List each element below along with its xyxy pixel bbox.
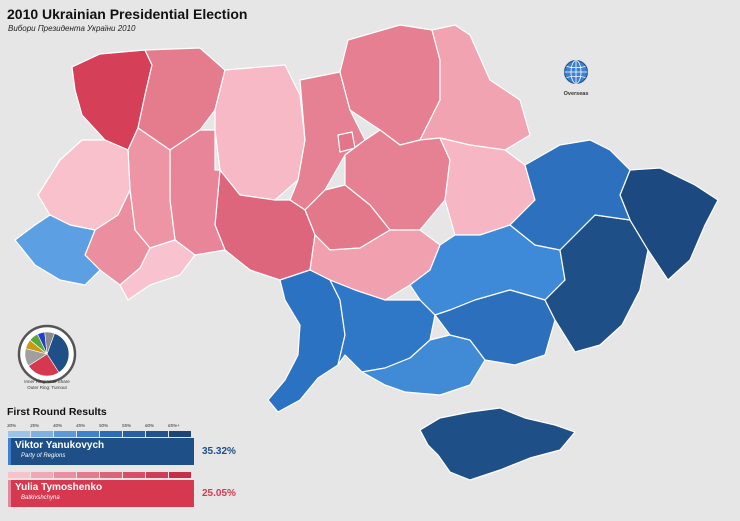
pie-chart xyxy=(17,324,77,384)
candidate-party: Party of Regions xyxy=(21,453,66,459)
overseas-label: Overseas xyxy=(563,91,589,97)
pie-slice xyxy=(44,331,55,355)
region-kharkiv-east[interactable] xyxy=(509,139,631,251)
region-zakarpattia[interactable] xyxy=(14,214,101,286)
scale-tick: 60% xyxy=(145,423,155,428)
band-swatch xyxy=(169,472,191,478)
band-swatch xyxy=(100,431,122,437)
vote-share-pie xyxy=(17,324,77,384)
band-swatch xyxy=(146,472,168,478)
candidate-percent: 25.05% xyxy=(202,488,236,499)
globe-icon xyxy=(564,60,588,84)
band-swatch xyxy=(123,472,145,478)
region-crimea[interactable] xyxy=(419,407,576,481)
band-swatch xyxy=(31,431,53,437)
region-zaporizhzhia[interactable] xyxy=(434,289,556,366)
band-swatch xyxy=(146,431,168,437)
band-swatch xyxy=(100,472,122,478)
band-swatch xyxy=(8,431,30,437)
candidate-card-yanukovych[interactable]: Viktor Yanukovych Party of Regions xyxy=(8,438,194,465)
region-chernivtsi[interactable] xyxy=(119,239,196,301)
pie-slice xyxy=(46,332,70,373)
region-odesa[interactable] xyxy=(267,269,346,413)
band-swatch xyxy=(8,472,30,478)
pie-caption-inner: Inner Ring: Vote Share xyxy=(24,379,70,384)
scale-tick: 35% xyxy=(30,423,40,428)
band-swatch xyxy=(77,472,99,478)
scale-tick: 45% xyxy=(76,423,86,428)
scale-tick: 30% xyxy=(7,423,17,428)
band-swatch xyxy=(31,472,53,478)
scale-tick: 65%+ xyxy=(168,423,180,428)
candidate-party: Batkivshchyna xyxy=(21,495,60,501)
page-subtitle: Вибори Президента України 2010 xyxy=(8,24,136,33)
results-title: First Round Results xyxy=(7,406,107,418)
candidate-percent: 35.32% xyxy=(202,446,236,457)
candidate-name: Viktor Yanukovych xyxy=(15,440,105,451)
scale-tick: 55% xyxy=(122,423,132,428)
pie-caption-outer: Outer Ring: Turnout xyxy=(27,384,67,390)
page-title: 2010 Ukrainian Presidential Election xyxy=(7,6,248,22)
pie-slice xyxy=(28,353,60,377)
band-swatch xyxy=(54,472,76,478)
band-swatch xyxy=(77,431,99,437)
tymoshenko-color-band xyxy=(8,472,191,478)
percent-scale: 30% 35% 40% 45% 50% 55% 60% 65%+ xyxy=(7,423,191,428)
yanukovych-color-band xyxy=(8,431,191,437)
scale-tick: 50% xyxy=(99,423,109,428)
candidate-card-tymoshenko[interactable]: Yulia Tymoshenko Batkivshchyna xyxy=(8,480,194,507)
overseas-button[interactable]: Overseas xyxy=(561,59,591,97)
band-swatch xyxy=(123,431,145,437)
pie-caption: Inner Ring: Vote Share Outer Ring: Turno… xyxy=(12,379,82,390)
candidate-name: Yulia Tymoshenko xyxy=(15,482,103,493)
band-swatch xyxy=(54,431,76,437)
scale-tick: 40% xyxy=(53,423,63,428)
band-swatch xyxy=(169,431,191,437)
